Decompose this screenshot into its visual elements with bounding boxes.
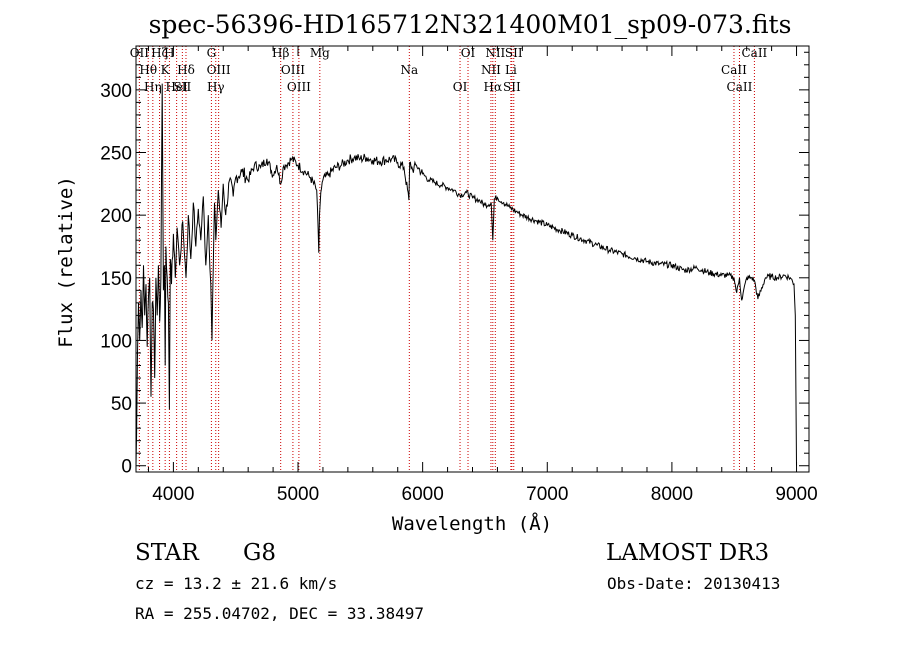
spectral-line-label: CaII [721, 63, 747, 77]
obs-date: Obs-Date: 20130413 [607, 574, 781, 593]
spectral-line-label: OIII [281, 63, 305, 77]
spectral-line-label: OI [461, 46, 476, 60]
spectral-line-label: Hη [144, 80, 162, 94]
spectral-line-label: G [207, 46, 217, 60]
spectral-line-label: CaII [741, 46, 767, 60]
subclass: G8 [243, 540, 277, 566]
spectrum-line [135, 83, 797, 466]
spectral-line-label: NII [481, 63, 501, 77]
spectral-line-label: OII [130, 46, 150, 60]
spectral-line-label: Hα [484, 80, 503, 94]
x-axis-ticks: 4000 5000 6000 7000 8000 9000 [147, 46, 818, 505]
y-tick-label: 150 [100, 269, 132, 290]
x-tick-label: 5000 [277, 484, 319, 505]
y-tick-label: 300 [100, 81, 132, 102]
spectral-line-label: HeI [165, 80, 188, 94]
spectral-line-label: OIII [207, 63, 231, 77]
y-tick-label: 200 [100, 206, 132, 227]
spectral-line-label: K [161, 63, 171, 77]
spectral-line-label: Hζ [151, 46, 168, 60]
spectral-line-label: SII [503, 80, 521, 94]
ra-dec: RA = 255.04702, DEC = 33.38497 [135, 604, 424, 623]
spectral-line-label: Mg [310, 46, 330, 60]
y-tick-label: 0 [121, 457, 132, 478]
spectral-line-label: OI [453, 80, 468, 94]
chart-title: spec-56396-HD165712N321400M01_sp09-073.f… [149, 10, 792, 39]
spectral-line-label: H [164, 46, 174, 60]
x-tick-label: 8000 [651, 484, 693, 505]
plot-frame [135, 45, 810, 473]
spectral-line-label: NII [485, 46, 505, 60]
x-axis-label: Wavelength (Å) [392, 512, 552, 535]
spectral-line-label: Hθ [139, 63, 157, 77]
y-tick-label: 250 [100, 144, 132, 165]
x-tick-label: 7000 [526, 484, 568, 505]
y-axis-ticks: 0 50 100 150 200 250 300 [100, 51, 809, 478]
spectral-line-label: SII [505, 46, 523, 60]
y-tick-label: 100 [100, 331, 132, 352]
survey-name: LAMOST DR3 [606, 540, 770, 566]
spectral-line-label: Li [505, 63, 517, 77]
line-markers [138, 46, 755, 472]
spectral-line-label: Hβ [272, 46, 289, 60]
spectral-line-label: CaII [727, 80, 753, 94]
spectral-line-label: OIII [287, 80, 311, 94]
line-labels: OII Hθ Hη Hζ K HeI HHδ SII G OIII Hγ Hβ OIII OIII Mg Na… [130, 46, 768, 94]
object-type: STAR [135, 540, 199, 566]
spectral-line-label: SII [174, 80, 192, 94]
y-axis-label: Flux (relative) [55, 176, 77, 348]
redshift-cz: cz = 13.2 ± 21.6 km/s [135, 574, 338, 593]
spectral-line-label: Na [400, 63, 418, 77]
y-tick-label: 50 [111, 394, 132, 415]
x-tick-label: 6000 [402, 484, 444, 505]
spectral-line-label: Hγ [207, 80, 225, 94]
x-tick-label: 4000 [152, 484, 194, 505]
spectral-line-label: Hδ [177, 63, 195, 77]
x-tick-label: 9000 [775, 484, 817, 505]
